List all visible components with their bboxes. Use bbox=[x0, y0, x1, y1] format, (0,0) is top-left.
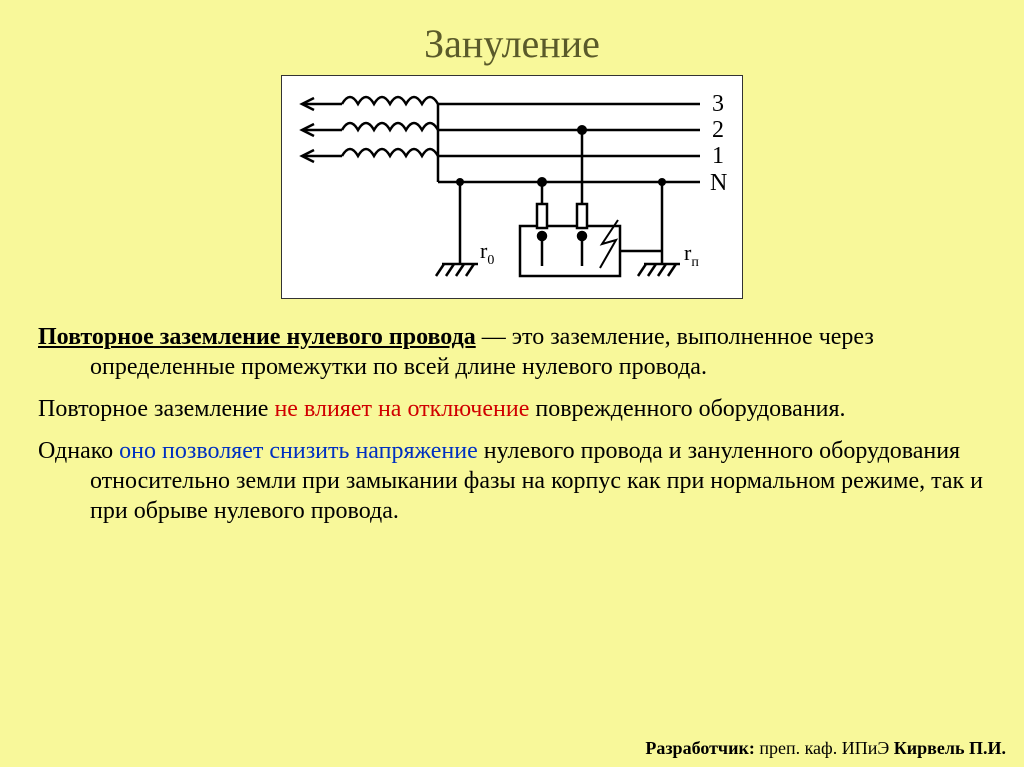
paragraph-1: Повторное заземление нулевого провода — … bbox=[38, 322, 986, 382]
circuit-diagram: 3 2 1 N bbox=[281, 75, 743, 299]
p1-lead: Повторное заземление нулевого провода bbox=[38, 324, 476, 350]
p3-blue: оно позволяет снизить напряжение bbox=[119, 438, 478, 464]
body-text: Повторное заземление нулевого провода — … bbox=[0, 304, 1024, 526]
label-neutral: N bbox=[710, 170, 727, 196]
p2-red: не влияет на отключение bbox=[274, 396, 529, 422]
label-line-2: 2 bbox=[712, 117, 724, 143]
label-line-3: 3 bbox=[712, 91, 724, 117]
footer-credit: Разработчик: преп. каф. ИПиЭ Кирвель П.И… bbox=[645, 738, 1006, 759]
paragraph-2: Повторное заземление не влияет на отключ… bbox=[38, 394, 986, 424]
p2-t2: поврежденного оборудования. bbox=[529, 396, 845, 422]
footer-name: Кирвель П.И. bbox=[894, 738, 1006, 758]
p2-t1: Повторное заземление bbox=[38, 396, 274, 422]
p3-t1: Однако bbox=[38, 438, 119, 464]
footer-label: Разработчик: bbox=[645, 738, 755, 758]
slide-title: Зануление bbox=[0, 0, 1024, 67]
label-line-1: 1 bbox=[712, 143, 724, 169]
diagram-wrapper: 3 2 1 N bbox=[0, 75, 1024, 304]
paragraph-3: Однако оно позволяет снизить напряжение … bbox=[38, 436, 986, 526]
footer-text: преп. каф. ИПиЭ bbox=[755, 738, 894, 758]
